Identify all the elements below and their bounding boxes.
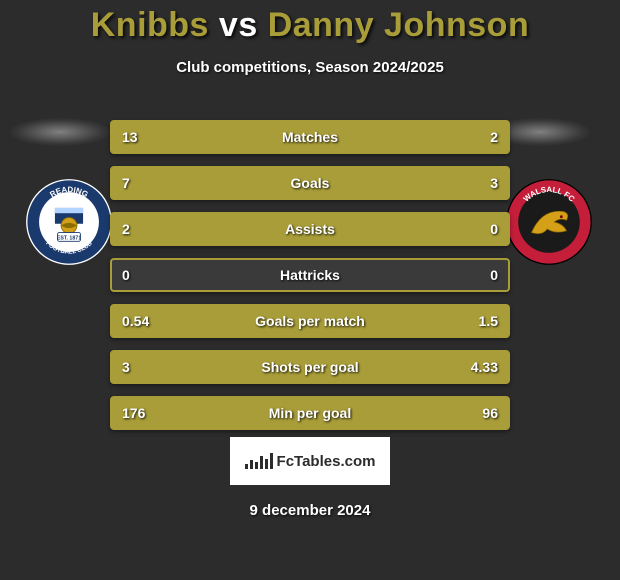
stat-value-left: 3 [122, 359, 130, 375]
stat-row: 0.54 1.5 Goals per match [110, 304, 510, 338]
stat-row: 2 0 Assists [110, 212, 510, 246]
stat-label: Goals [291, 175, 330, 191]
player2-name: Danny Johnson [268, 6, 530, 44]
stat-value-left: 13 [122, 129, 138, 145]
stat-value-right: 0 [490, 221, 498, 237]
stat-label: Assists [285, 221, 335, 237]
stat-value-left: 2 [122, 221, 130, 237]
bar-left-fill [112, 352, 274, 382]
stat-row: 13 2 Matches [110, 120, 510, 154]
stat-label: Min per goal [269, 405, 351, 421]
bar-left-fill [112, 168, 389, 198]
stat-value-right: 3 [490, 175, 498, 191]
player2-club-badge: WALSALL FC [505, 178, 593, 266]
stat-label: Goals per match [255, 313, 365, 329]
stat-value-right: 0 [490, 267, 498, 283]
fctables-logo: FcTables.com [245, 453, 376, 470]
fctables-logo-box: FcTables.com [230, 437, 390, 485]
stat-value-right: 2 [490, 129, 498, 145]
stat-label: Hattricks [280, 267, 340, 283]
stat-value-right: 96 [482, 405, 498, 421]
svg-text:EST. 1871: EST. 1871 [57, 236, 81, 242]
subtitle: Club competitions, Season 2024/2025 [0, 59, 620, 76]
stat-label: Matches [282, 129, 338, 145]
stats-container: 13 2 Matches 7 3 Goals 2 0 Assists 0 0 Hattricks 0.5… [110, 120, 510, 442]
stat-value-right: 1.5 [479, 313, 498, 329]
stat-row: 0 0 Hattricks [110, 258, 510, 292]
stat-value-left: 176 [122, 405, 145, 421]
stat-value-left: 0 [122, 267, 130, 283]
stat-value-left: 0.54 [122, 313, 149, 329]
snapshot-date: 9 december 2024 [250, 502, 371, 519]
player1-shadow [10, 118, 110, 146]
vs-word: vs [219, 6, 258, 44]
stat-row: 7 3 Goals [110, 166, 510, 200]
stat-label: Shots per goal [261, 359, 358, 375]
player1-name: Knibbs [91, 6, 209, 44]
player1-club-badge: READING FOOTBALL CLUB EST. 1871 [25, 178, 113, 266]
comparison-title: Knibbs vs Danny Johnson [0, 0, 620, 45]
stat-row: 3 4.33 Shots per goal [110, 350, 510, 384]
stat-value-right: 4.33 [471, 359, 498, 375]
stat-value-left: 7 [122, 175, 130, 191]
stat-row: 176 96 Min per goal [110, 396, 510, 430]
logo-bars-icon [245, 453, 273, 469]
bar-right-fill [455, 122, 508, 152]
logo-text: FcTables.com [277, 453, 376, 470]
